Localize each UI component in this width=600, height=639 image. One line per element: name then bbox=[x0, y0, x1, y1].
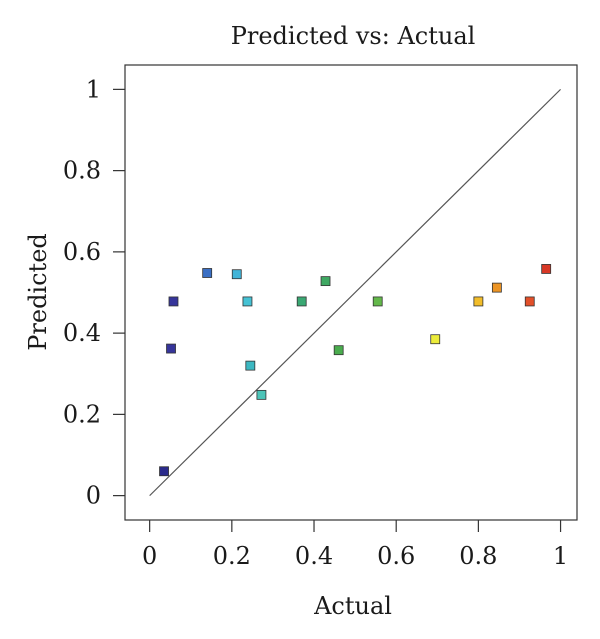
data-point bbox=[296, 296, 307, 307]
y-tick-label: 0.8 bbox=[63, 157, 101, 185]
y-tick-label: 0.4 bbox=[63, 319, 101, 347]
x-tick-label: 0.8 bbox=[459, 542, 497, 570]
x-tick-label: 0.4 bbox=[295, 542, 333, 570]
y-tick-label: 0.6 bbox=[63, 238, 101, 266]
plot-frame bbox=[124, 64, 578, 521]
y-tick-label: 0 bbox=[86, 482, 101, 510]
y-axis: 0 0.2 0.4 0.6 0.8 1 bbox=[63, 75, 125, 510]
data-point bbox=[242, 296, 253, 307]
chart-title: Predicted vs: Actual bbox=[231, 22, 476, 50]
data-point bbox=[245, 360, 256, 371]
data-point bbox=[491, 282, 502, 293]
data-point bbox=[166, 343, 176, 354]
data-point bbox=[256, 389, 267, 400]
x-tick-label: 0 bbox=[142, 542, 157, 570]
data-point bbox=[541, 264, 552, 274]
data-point bbox=[372, 296, 383, 307]
x-axis: 0 0.2 0.4 0.6 0.8 1 bbox=[142, 520, 568, 570]
data-point bbox=[202, 268, 213, 278]
data-point bbox=[333, 345, 344, 356]
data-point bbox=[320, 276, 331, 287]
data-point bbox=[524, 296, 535, 307]
y-axis-label: Predicted bbox=[24, 233, 52, 351]
data-point bbox=[231, 269, 242, 280]
x-axis-label: Actual bbox=[313, 592, 392, 620]
x-tick-label: 1 bbox=[553, 542, 568, 570]
reference-line bbox=[149, 88, 561, 497]
y-tick-label: 1 bbox=[86, 75, 101, 103]
data-point bbox=[168, 296, 179, 307]
data-point bbox=[473, 296, 484, 307]
data-points bbox=[159, 264, 552, 477]
x-tick-label: 0.2 bbox=[213, 542, 251, 570]
y-tick-label: 0.2 bbox=[63, 400, 101, 428]
data-point bbox=[430, 334, 441, 345]
x-tick-label: 0.6 bbox=[377, 542, 415, 570]
data-point bbox=[159, 466, 169, 477]
